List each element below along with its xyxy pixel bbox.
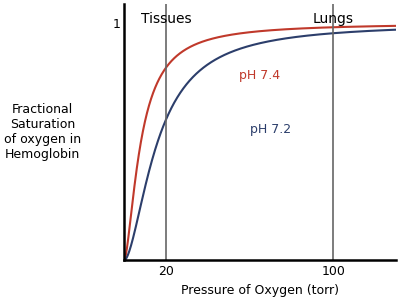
Y-axis label: Fractional
Saturation
of oxygen in
Hemoglobin: Fractional Saturation of oxygen in Hemog… [4,103,81,161]
Text: pH 7.4: pH 7.4 [239,69,280,82]
X-axis label: Pressure of Oxygen (torr): Pressure of Oxygen (torr) [181,284,339,297]
Text: pH 7.2: pH 7.2 [250,123,291,136]
Text: Tissues: Tissues [141,12,191,26]
Text: Lungs: Lungs [313,12,354,26]
